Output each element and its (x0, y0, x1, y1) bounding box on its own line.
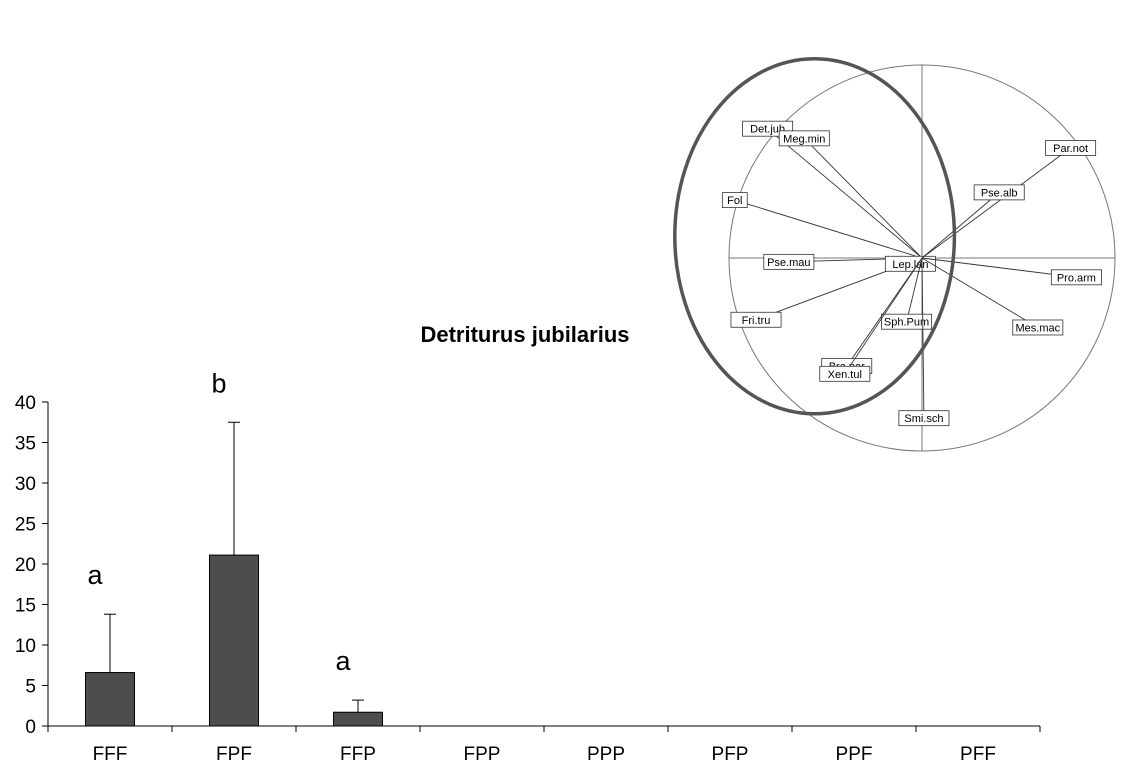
significance-letter: a (87, 560, 103, 590)
y-tick-label: 15 (15, 596, 36, 617)
bar-chart: Detriturus jubilarius 0 5 10 15 20 25 30 35 40 F… (15, 322, 1041, 765)
y-tick-label: 20 (15, 555, 36, 576)
pca-label-box (1012, 319, 1064, 336)
x-tick-label: PFP (712, 744, 749, 765)
pca-label-box (730, 311, 782, 328)
bar (209, 554, 259, 727)
x-tick-label: PPF (836, 744, 873, 765)
pca-vector-label: Xen.tul (828, 369, 862, 381)
x-tick-label: FPF (216, 744, 252, 765)
y-ticks: 0 5 10 15 20 25 30 35 40 (15, 393, 48, 738)
pca-vector (921, 257, 1077, 278)
pca-label-box (898, 410, 950, 427)
bar (333, 711, 383, 727)
pca-vector (921, 257, 925, 419)
x-tick-label: FFP (340, 744, 376, 765)
pca-vector (906, 257, 923, 322)
y-tick-label: 25 (15, 515, 36, 536)
pca-label-box (884, 255, 936, 272)
pca-vector-label: Fol (727, 195, 742, 207)
pca-vector (734, 199, 923, 259)
pca-vector (921, 192, 1000, 259)
pca-vector-label: Pse.mau (767, 257, 810, 269)
highlighted-group-ellipse (673, 56, 957, 416)
pca-vector (767, 128, 923, 259)
pca-label-box (881, 313, 933, 330)
y-tick-label: 35 (15, 434, 36, 455)
bars: a b a (85, 368, 383, 727)
x-tick-label: PPP (587, 744, 625, 765)
x-tick-label: FFF (93, 744, 128, 765)
pca-vector-label: Fri.tru (742, 315, 771, 327)
pca-vector-label: Smi.sch (904, 413, 943, 425)
pca-label-box (973, 184, 1025, 201)
pca-label-box (1050, 269, 1102, 286)
pca-vector-label: Pse.alb (981, 187, 1018, 199)
pca-vector-label: Sph.Pum (884, 317, 929, 329)
pca-label-box (1045, 140, 1097, 156)
y-tick-label: 10 (15, 636, 36, 657)
pca-vector (844, 257, 923, 375)
pca-label-box (778, 130, 830, 147)
x-tick-label: PFF (960, 744, 996, 765)
y-tick-label: 40 (15, 393, 36, 414)
pca-vector-label: Mes.mac (1015, 322, 1060, 334)
chart-title: Detriturus jubilarius (420, 322, 629, 347)
pca-vector (921, 147, 1071, 259)
y-tick-label: 0 (25, 717, 36, 738)
pca-vector-label: Lep.lan (892, 259, 928, 271)
pca-vector-label: Par.not (1053, 143, 1088, 155)
significance-letter: a (335, 646, 351, 676)
x-tick-label: FPP (464, 744, 501, 765)
pca-vector (803, 138, 923, 259)
pca-vector-label: Pro.arm (1057, 272, 1096, 284)
pca-vector (921, 257, 1039, 328)
pca-vector-label: Det.jub (750, 124, 785, 136)
significance-letter: b (211, 368, 226, 398)
pca-label-box (721, 192, 748, 209)
y-tick-label: 30 (15, 474, 36, 495)
pca-vector-label: Meg.min (783, 133, 825, 145)
pca-label-box (763, 253, 815, 270)
bar (85, 672, 135, 727)
pca-label-box (819, 365, 871, 382)
y-tick-label: 5 (25, 677, 36, 698)
x-ticks: FFF FPF FFP FPP PPP PFP PPF PFF (47, 726, 1041, 765)
